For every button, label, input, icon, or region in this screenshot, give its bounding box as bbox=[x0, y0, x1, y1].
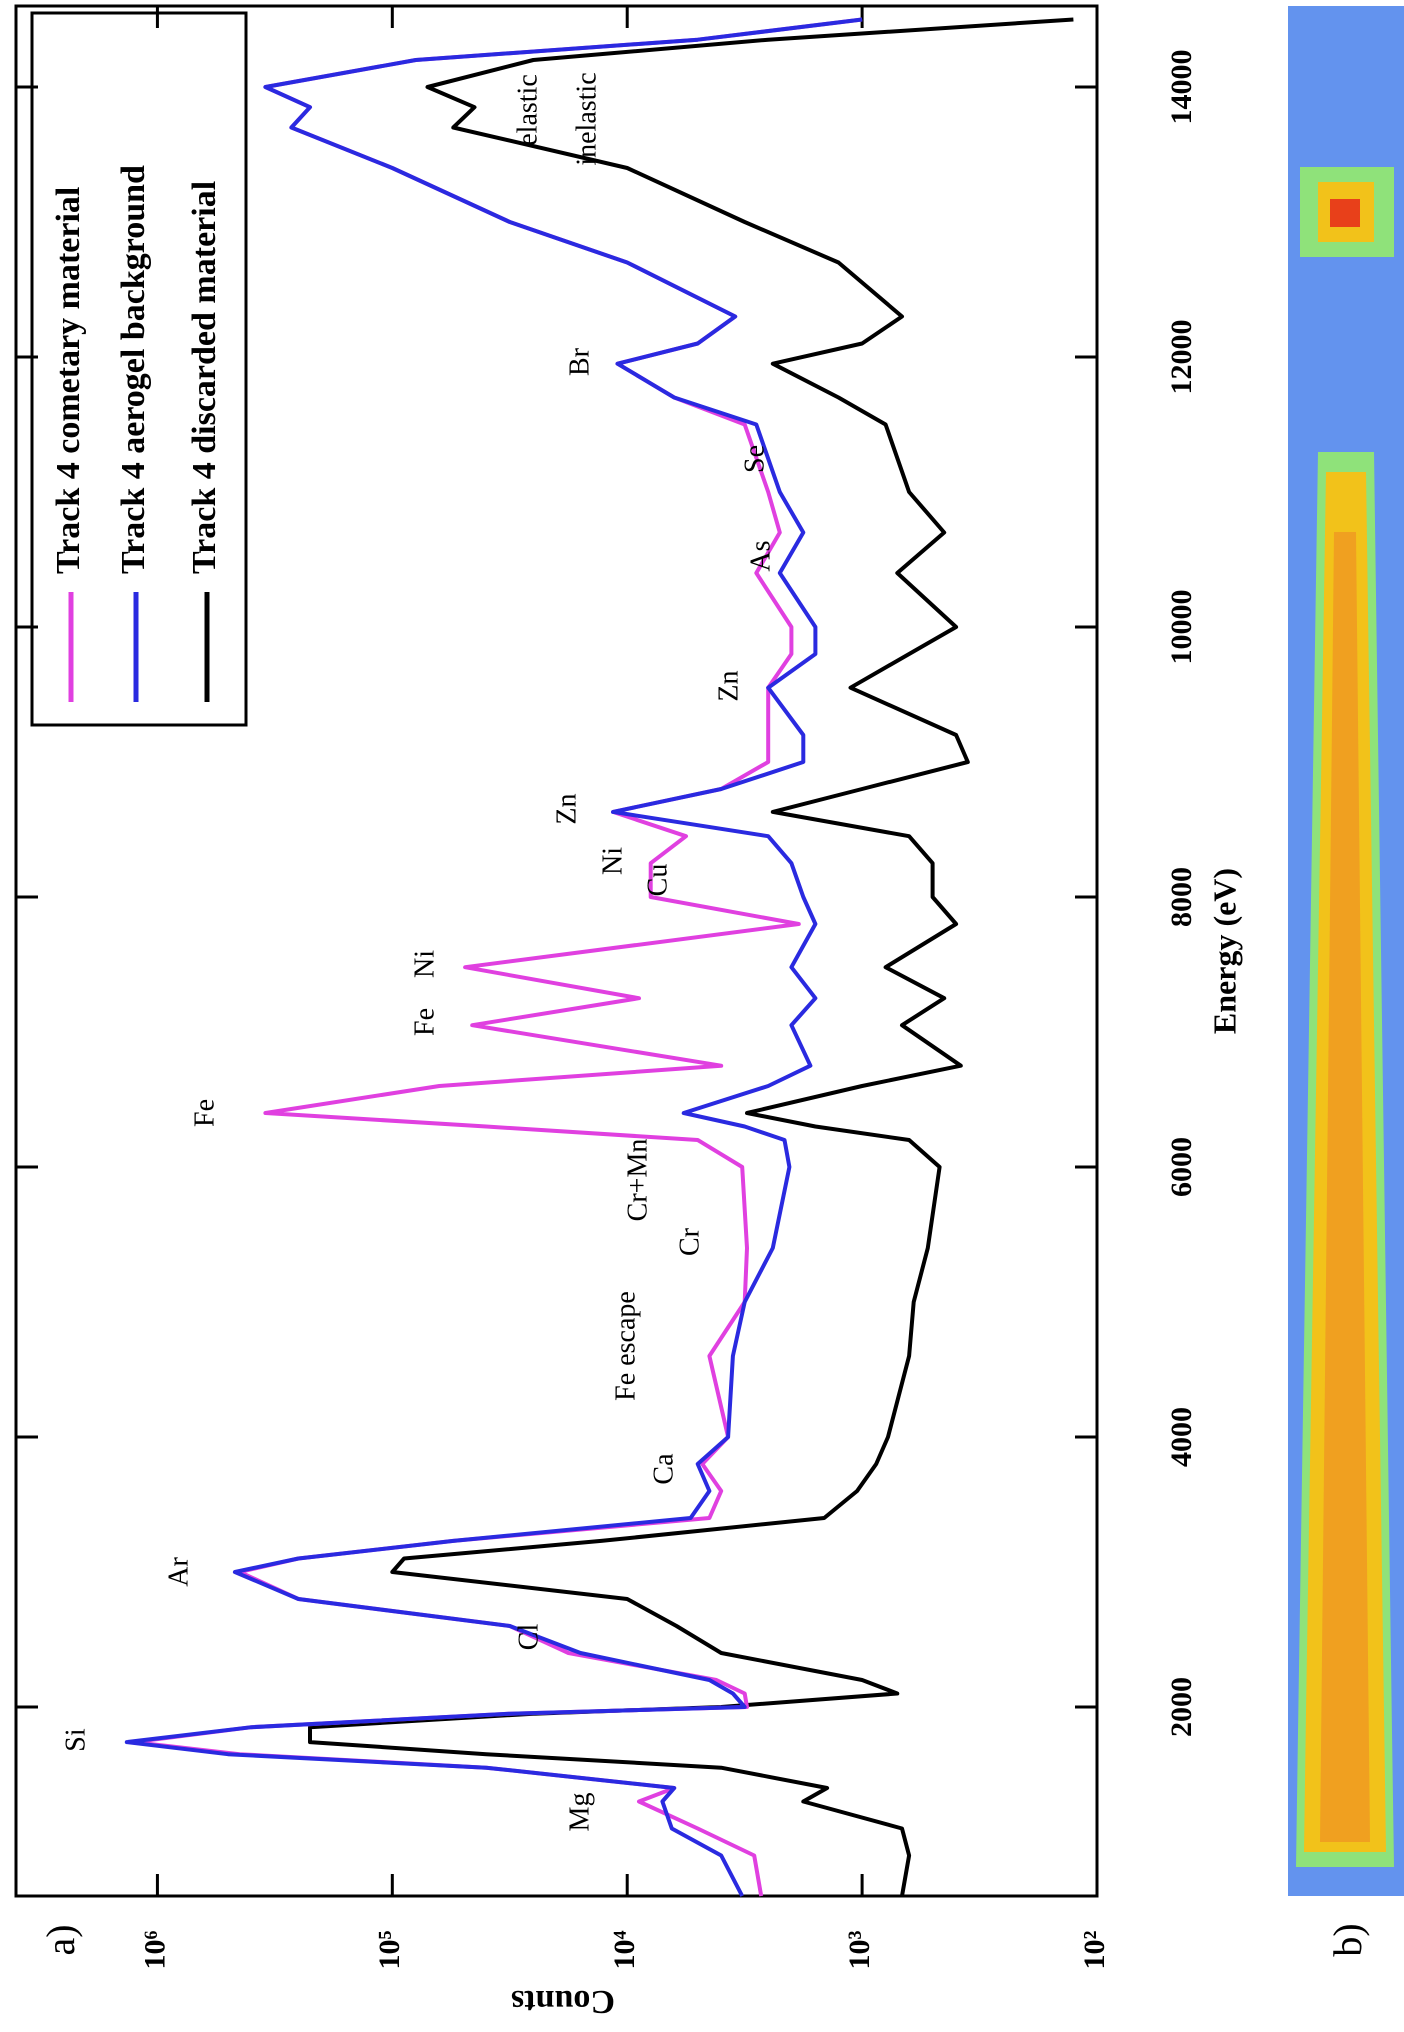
page: a) b) Energy (eV) Counts 2000 4000 6000 800… bbox=[0, 0, 1404, 2032]
peak-annotation: elastic bbox=[512, 74, 543, 146]
y-tick-label: 10⁶ bbox=[138, 1931, 171, 1970]
peak-annotation: Se bbox=[739, 445, 770, 473]
peak-annotation: Zn bbox=[551, 793, 582, 824]
legend-label: Track 4 cometary material bbox=[50, 187, 87, 574]
x-tick-label: 14000 bbox=[1165, 50, 1198, 125]
x-tick-label: 2000 bbox=[1165, 1677, 1198, 1737]
peak-annotation: Ca bbox=[648, 1453, 679, 1485]
peak-annotation: Mg bbox=[564, 1793, 595, 1832]
peak-annotation: Fe bbox=[409, 1008, 440, 1036]
y-tick-label: 10⁵ bbox=[373, 1931, 406, 1970]
map-blob bbox=[1330, 199, 1360, 227]
x-axis-label: Energy (eV) bbox=[1206, 868, 1242, 1034]
chart: a) b) Energy (eV) Counts 2000 4000 6000 800… bbox=[0, 0, 1404, 2032]
y-tick-label: 10⁴ bbox=[608, 1931, 641, 1970]
x-tick-label: 10000 bbox=[1165, 590, 1198, 665]
y-tick-label: 10³ bbox=[843, 1931, 876, 1970]
panel-label: b) bbox=[1325, 1923, 1370, 1956]
peak-annotation: Br bbox=[564, 347, 595, 376]
peak-annotation: Cl bbox=[513, 1624, 544, 1651]
peak-annotation: Cr bbox=[674, 1227, 705, 1256]
legend-label: Track 4 aerogel background bbox=[115, 165, 152, 574]
peak-annotation: Fe bbox=[189, 1099, 220, 1127]
peak-annotation: Cu bbox=[642, 864, 673, 897]
peak-annotation: Ni bbox=[597, 847, 628, 875]
peak-annotation: Zn bbox=[713, 670, 744, 701]
panel-label: a) bbox=[38, 1924, 83, 1955]
x-tick-label: 12000 bbox=[1165, 320, 1198, 395]
x-tick-label: 6000 bbox=[1165, 1137, 1198, 1197]
panel-b-image bbox=[1288, 6, 1404, 1896]
x-tick-label: 4000 bbox=[1165, 1407, 1198, 1467]
legend-label: Track 4 discarded material bbox=[186, 181, 223, 574]
x-tick-label: 8000 bbox=[1165, 867, 1198, 927]
peak-annotation: Cr+Mn bbox=[622, 1139, 653, 1222]
peak-annotation: Si bbox=[60, 1728, 91, 1752]
y-axis-label: Counts bbox=[511, 1983, 615, 2020]
peak-annotation: inelastic bbox=[571, 72, 602, 165]
peak-annotation: Ni bbox=[409, 950, 440, 978]
peak-annotation: Ar bbox=[163, 1557, 194, 1587]
y-tick-label: 10² bbox=[1078, 1931, 1111, 1970]
peak-annotation: As bbox=[745, 540, 776, 571]
peak-annotation: Fe escape bbox=[610, 1291, 641, 1401]
